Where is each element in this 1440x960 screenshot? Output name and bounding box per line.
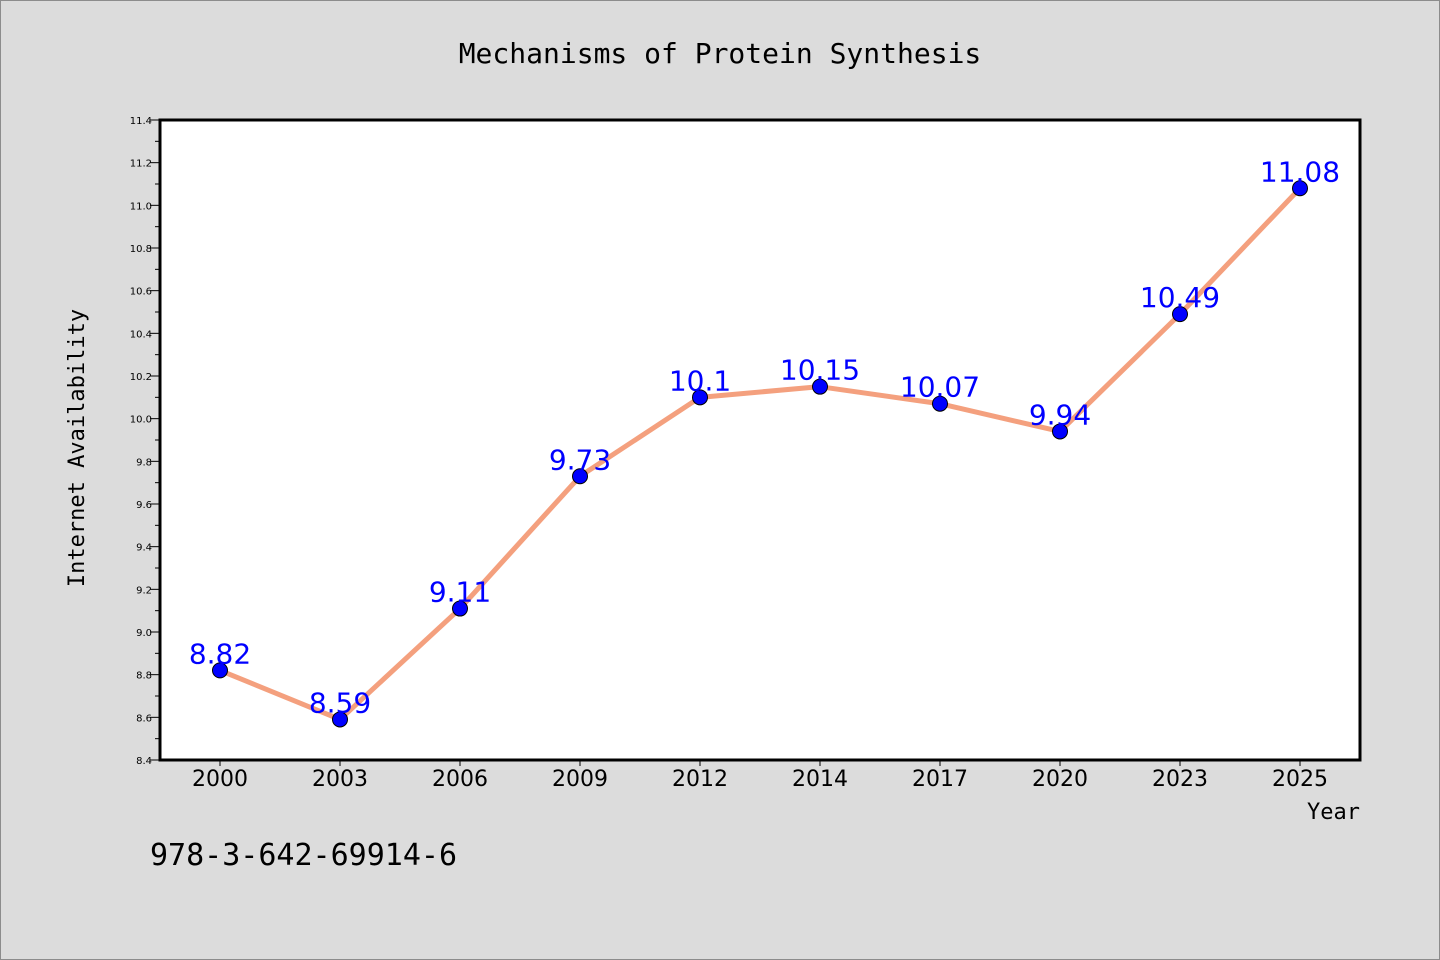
x-axis: 2000 2003 2006 2009 2012 2014 2017 2020 2023 2025 bbox=[192, 760, 1328, 792]
y-axis-label: Internet Availability bbox=[65, 309, 90, 587]
data-label: 8.59 bbox=[309, 686, 371, 719]
data-point bbox=[452, 600, 468, 617]
x-tick-label: 2012 bbox=[672, 767, 728, 792]
plot-area bbox=[158, 118, 1362, 762]
data-point bbox=[212, 662, 228, 679]
y-tick-label: 10.6 bbox=[130, 287, 152, 298]
data-point bbox=[1292, 180, 1308, 197]
x-tick-label: 2006 bbox=[432, 767, 488, 792]
y-tick-label: 8.6 bbox=[136, 713, 152, 724]
x-tick-label: 2017 bbox=[912, 767, 968, 792]
data-label: 10.1 bbox=[669, 364, 731, 397]
x-tick-label: 2009 bbox=[552, 767, 608, 792]
series-line bbox=[217, 185, 1303, 722]
x-tick-label: 2000 bbox=[192, 767, 248, 792]
data-label: 9.73 bbox=[549, 443, 611, 476]
data-label: 9.94 bbox=[1029, 398, 1091, 431]
data-point bbox=[1172, 306, 1188, 323]
data-point bbox=[932, 395, 948, 412]
data-label: 9.11 bbox=[429, 576, 491, 609]
data-point bbox=[1052, 423, 1068, 440]
y-tick-label: 11.2 bbox=[130, 159, 152, 170]
y-tick-label: 8.4 bbox=[136, 756, 152, 767]
x-tick-label: 2025 bbox=[1272, 767, 1328, 792]
isbn-text: 978-3-642-69914-6 bbox=[150, 838, 457, 873]
markers-layer bbox=[212, 180, 1308, 728]
y-tick-label: 10.0 bbox=[130, 415, 152, 426]
data-point bbox=[332, 711, 348, 728]
y-tick-label: 8.8 bbox=[136, 671, 152, 682]
y-tick-label: 10.2 bbox=[130, 372, 152, 383]
x-tick-label: 2014 bbox=[792, 767, 848, 792]
y-axis: 8.4 8.6 8.8 9.0 9.2 9.4 9.6 9.8 10.0 10.2 10.4 10.6… bbox=[130, 116, 160, 767]
data-label: 10.49 bbox=[1140, 281, 1220, 314]
data-labels-layer: 8.82 8.59 9.11 9.73 10.1 10.15 10.07 9.94 10.49 1… bbox=[189, 155, 1340, 719]
y-tick-label: 9.6 bbox=[136, 500, 152, 511]
y-tick-label: 9.2 bbox=[136, 585, 152, 596]
x-axis-label: Year bbox=[1307, 800, 1360, 825]
data-label: 10.15 bbox=[780, 354, 860, 387]
data-point bbox=[572, 468, 588, 485]
data-label: 10.07 bbox=[900, 371, 980, 404]
data-label: 11.08 bbox=[1260, 155, 1340, 188]
y-tick-label: 11.4 bbox=[130, 116, 152, 127]
series-line-layer bbox=[217, 185, 1303, 722]
data-point bbox=[812, 378, 828, 395]
y-tick-label: 11.0 bbox=[130, 201, 152, 212]
y-tick-label: 9.4 bbox=[136, 543, 152, 554]
x-tick-label: 2003 bbox=[312, 767, 368, 792]
y-tick-label: 9.0 bbox=[136, 628, 152, 639]
chart-title: Mechanisms of Protein Synthesis bbox=[459, 37, 982, 70]
x-tick-label: 2020 bbox=[1032, 767, 1088, 792]
y-tick-label: 10.4 bbox=[130, 329, 152, 340]
data-point bbox=[692, 389, 708, 406]
x-tick-label: 2023 bbox=[1152, 767, 1208, 792]
data-label: 8.82 bbox=[189, 637, 251, 670]
y-tick-label: 9.8 bbox=[136, 457, 152, 468]
y-tick-label: 10.8 bbox=[130, 244, 152, 255]
